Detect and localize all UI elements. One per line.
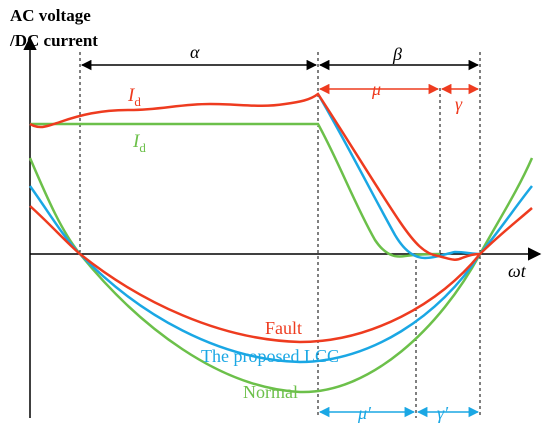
y-axis-label-line1: AC voltage bbox=[10, 6, 91, 25]
x-axis-label: ωt bbox=[508, 261, 527, 281]
normal-current-label: Id bbox=[132, 131, 146, 155]
fault-current-label: Id bbox=[127, 85, 141, 109]
dashed-markers bbox=[79, 52, 481, 418]
fault-current-curve bbox=[29, 92, 481, 261]
normal-label: Normal bbox=[243, 382, 298, 402]
gamma-label: γ bbox=[455, 94, 463, 114]
mu-prime-label: μ′ bbox=[357, 403, 372, 423]
proposed-label: The proposed LCC bbox=[201, 346, 339, 366]
normal-current-subscript: d bbox=[139, 140, 146, 155]
gamma-prime-label: γ′ bbox=[437, 403, 449, 423]
fault-voltage-curve bbox=[29, 205, 533, 344]
normal-current-curve bbox=[30, 122, 441, 258]
mu-label: μ bbox=[371, 79, 381, 99]
y-axis-label-line2: /DC current bbox=[9, 31, 98, 50]
fault-label: Fault bbox=[265, 318, 302, 338]
beta-label: β bbox=[392, 44, 402, 64]
fault-current-subscript: d bbox=[134, 94, 141, 109]
alpha-label: α bbox=[190, 42, 200, 62]
proposed-current-curve bbox=[316, 93, 481, 260]
